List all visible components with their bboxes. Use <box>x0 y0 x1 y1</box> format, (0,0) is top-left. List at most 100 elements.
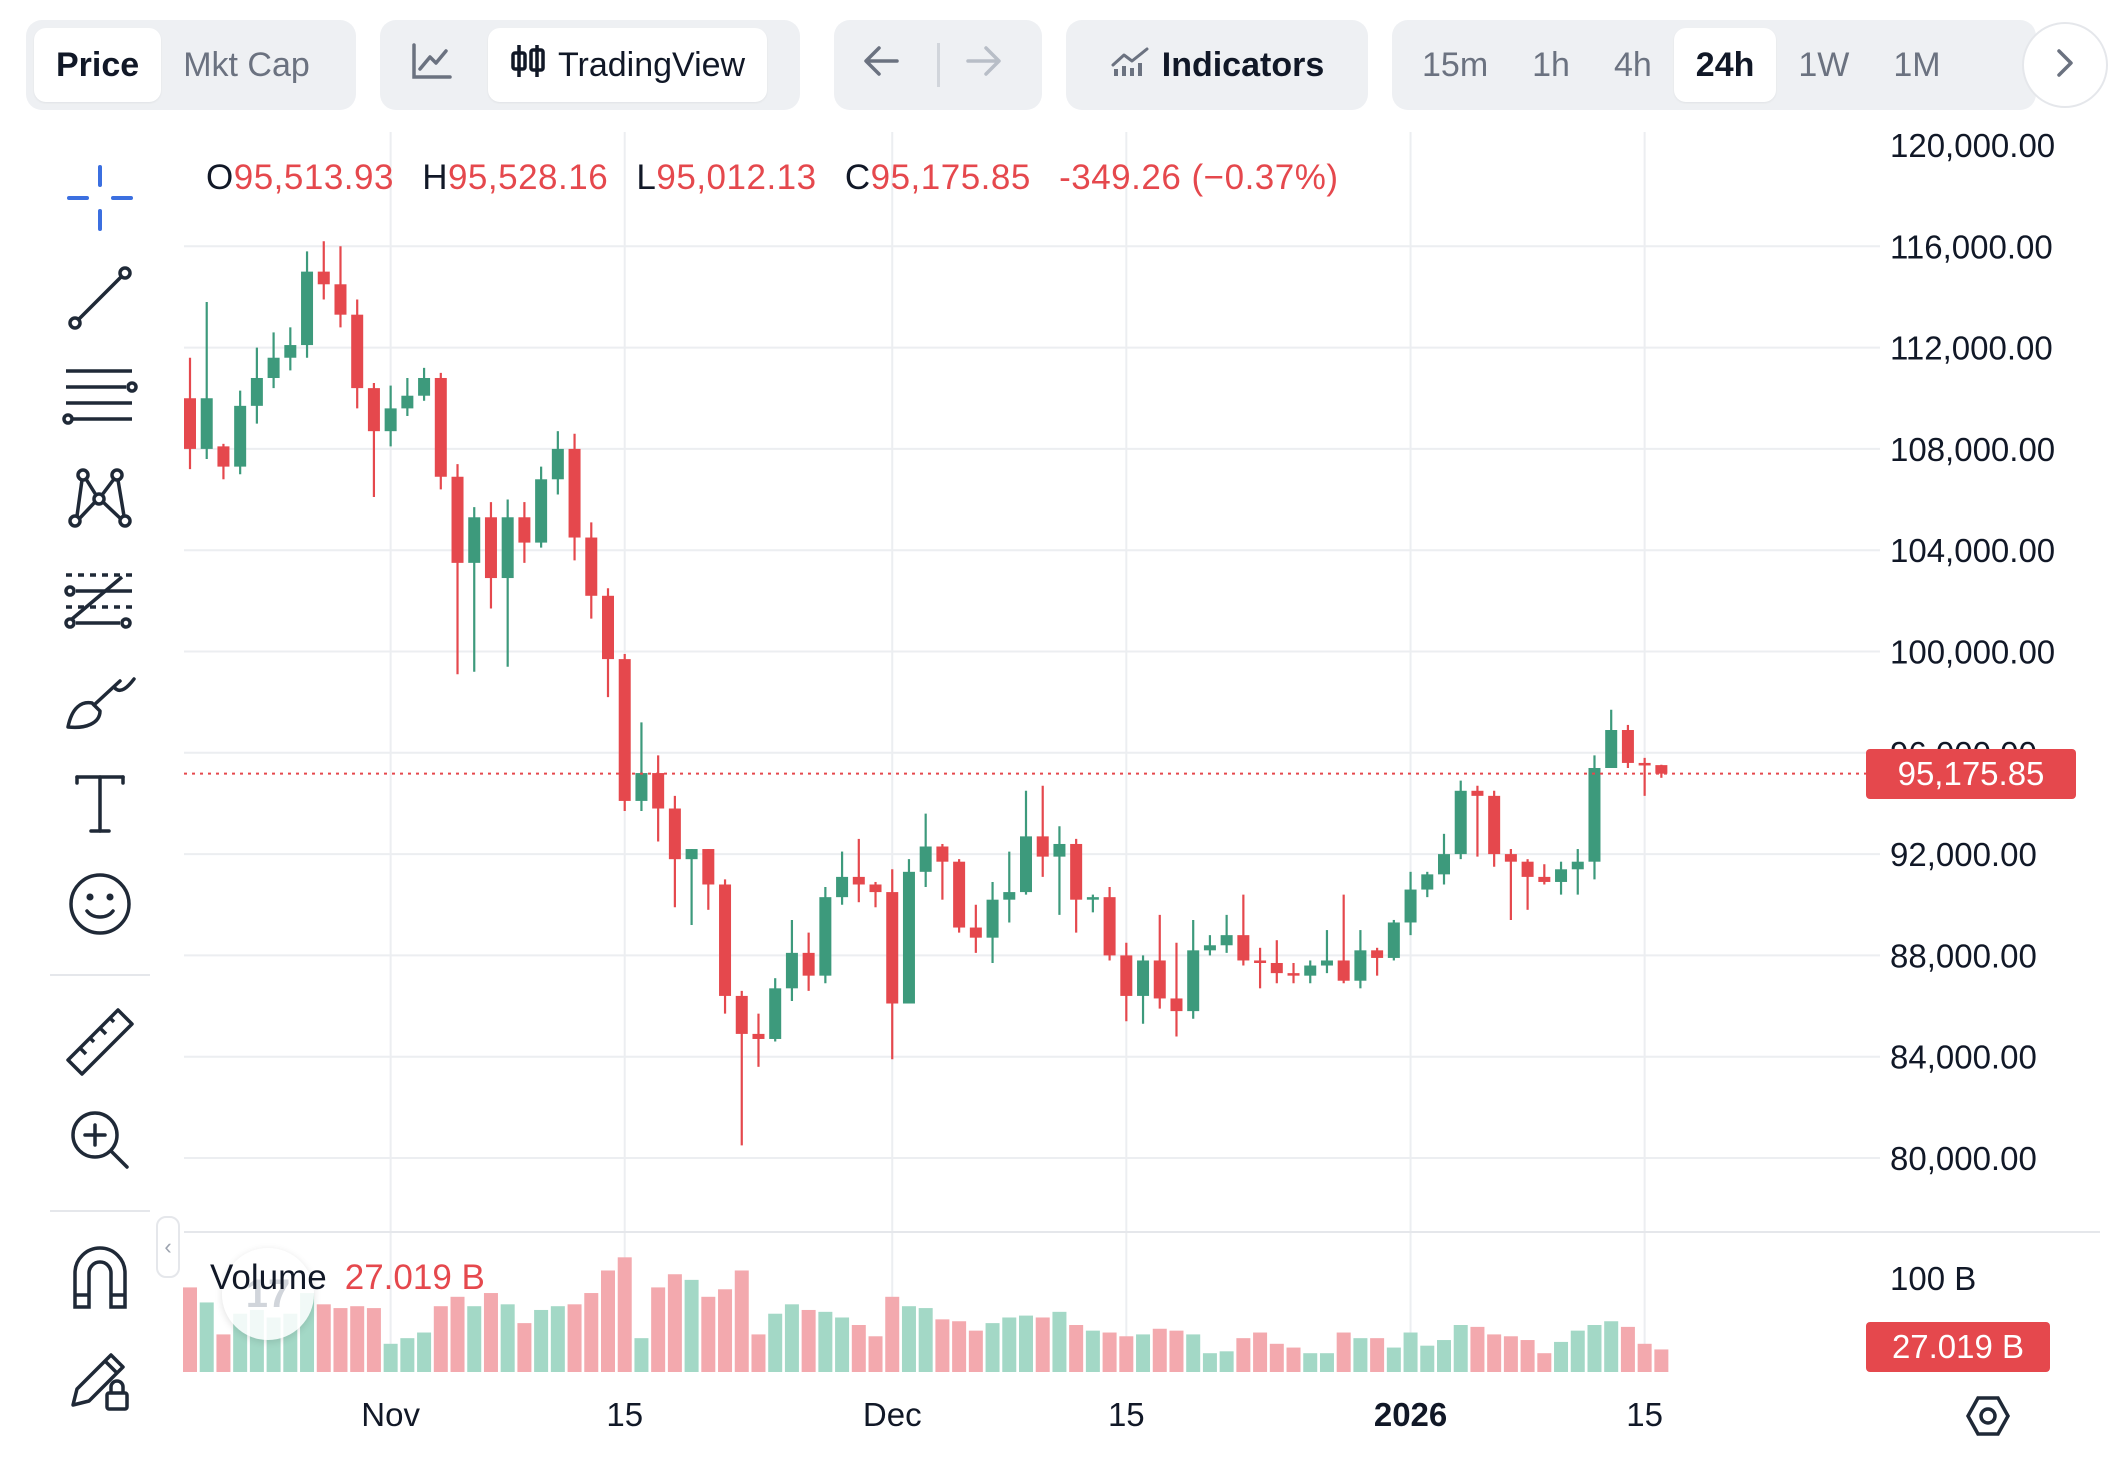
mkt-cap-tab[interactable]: Mkt Cap <box>183 45 310 84</box>
parallel-lines-tool[interactable] <box>60 360 140 440</box>
candle-body <box>685 849 698 860</box>
volume-bar <box>1353 1338 1368 1372</box>
candle-body <box>501 517 514 579</box>
brush-tool[interactable] <box>60 664 140 744</box>
fib-retracement-tool[interactable] <box>60 562 140 642</box>
candle-body <box>1003 892 1016 900</box>
candle-body <box>785 952 798 989</box>
candle-body <box>451 476 464 563</box>
volume-bar <box>734 1270 749 1372</box>
candle-body <box>535 479 548 543</box>
time-axis-label: 2026 <box>1374 1396 1447 1433</box>
volume-bar <box>567 1304 582 1372</box>
indicators-button[interactable]: Indicators <box>1088 28 1346 102</box>
volume-bar <box>1604 1321 1619 1372</box>
candle-body <box>1187 950 1200 1012</box>
last-price-tag: 95,175.85 <box>1866 748 2076 799</box>
timeframe-24h[interactable]: 24h <box>1673 28 1777 102</box>
volume-bar <box>851 1325 866 1372</box>
volume-bar <box>718 1289 733 1372</box>
volume-bar <box>1336 1332 1351 1372</box>
line-chart-button[interactable] <box>388 28 488 102</box>
candle-body <box>802 952 815 976</box>
magnet-tool[interactable] <box>60 1240 140 1320</box>
timeframe-1m[interactable]: 1M <box>1893 45 1941 84</box>
volume-bar <box>684 1279 699 1372</box>
volume-bar <box>584 1293 599 1372</box>
candle-body <box>1220 935 1233 946</box>
undo-button[interactable] <box>847 28 927 102</box>
volume-bar <box>651 1287 666 1372</box>
price-axis-label: 84,000.00 <box>1890 1039 2037 1076</box>
volume-bar <box>183 1287 197 1372</box>
candle-body <box>317 271 330 285</box>
candle-body <box>200 398 213 449</box>
ohlc-legend: O95,513.93 H95,528.16 L95,012.13 C95,175… <box>206 158 1357 198</box>
price-axis-label: 116,000.00 <box>1890 228 2053 265</box>
brush-icon <box>62 667 138 742</box>
volume-bar <box>417 1332 432 1372</box>
candle-body <box>902 871 915 1004</box>
volume-bar <box>366 1308 381 1372</box>
volume-bar <box>383 1343 398 1372</box>
tradingview-label: TradingView <box>558 45 746 84</box>
candle-body <box>1638 762 1651 766</box>
candle-body <box>869 884 882 893</box>
volume-bar <box>667 1274 682 1372</box>
volume-bar <box>634 1338 649 1372</box>
lock-drawing-tool[interactable] <box>60 1340 140 1420</box>
candle-body <box>886 892 899 1004</box>
change-value: -349.26 (−0.37%) <box>1059 158 1339 197</box>
volume-bar <box>1269 1343 1284 1372</box>
pattern-tool[interactable] <box>60 460 140 540</box>
volume-bar <box>500 1304 515 1372</box>
volume-bar <box>1202 1353 1217 1372</box>
volume-bar <box>935 1319 950 1372</box>
candle-body <box>250 377 263 406</box>
volume-bar <box>1420 1345 1435 1372</box>
volume-bar <box>1052 1311 1067 1372</box>
volume-bar <box>1487 1334 1502 1372</box>
candle-body <box>1538 876 1551 882</box>
view-toggle-group: Price Mkt Cap <box>26 20 356 110</box>
timeframe-15m[interactable]: 15m <box>1422 45 1489 84</box>
zoom-in-tool[interactable] <box>60 1102 140 1182</box>
trend-line-tool[interactable] <box>60 260 140 340</box>
candle-body <box>752 1033 765 1039</box>
tradingview-button[interactable]: TradingView <box>488 28 768 102</box>
volume-bar <box>350 1306 365 1372</box>
candle-body <box>1454 790 1467 855</box>
high-value: 95,528.16 <box>447 158 609 197</box>
volume-bar <box>216 1334 231 1372</box>
candle-body <box>418 377 431 396</box>
emoji-tool[interactable] <box>60 866 140 946</box>
chart-settings-button[interactable] <box>1960 1390 2016 1446</box>
candle-body <box>1354 950 1367 981</box>
volume-bar <box>1136 1334 1151 1372</box>
timeframe-1w[interactable]: 1W <box>1798 45 1850 84</box>
candle-body <box>953 861 966 928</box>
volume-axis-label: 100 B <box>1890 1260 1976 1297</box>
candle-body <box>1036 836 1049 857</box>
text-tool[interactable] <box>60 766 140 846</box>
time-axis-label: 15 <box>1108 1396 1145 1433</box>
time-axis-label: 15 <box>606 1396 643 1433</box>
ruler-tool[interactable] <box>60 1004 140 1084</box>
timeframe-1h[interactable]: 1h <box>1532 45 1570 84</box>
crosshair-tool[interactable] <box>60 160 140 240</box>
volume-bar <box>333 1308 348 1372</box>
timeframe-4h[interactable]: 4h <box>1613 45 1652 84</box>
redo-button[interactable] <box>950 28 1030 102</box>
scroll-timeframes-button[interactable] <box>2022 22 2108 108</box>
arrow-right-icon <box>964 43 1016 88</box>
candle-body <box>1287 973 1300 976</box>
candle-body <box>1337 960 1350 981</box>
candle-body <box>1404 889 1417 923</box>
candle-body <box>1504 854 1517 862</box>
low-value: 95,012.13 <box>656 158 817 197</box>
volume-bar <box>751 1334 766 1372</box>
collapse-toolbar-button[interactable]: ‹ <box>156 1216 180 1278</box>
price-tab[interactable]: Price <box>34 28 162 102</box>
volume-bar <box>918 1308 933 1372</box>
